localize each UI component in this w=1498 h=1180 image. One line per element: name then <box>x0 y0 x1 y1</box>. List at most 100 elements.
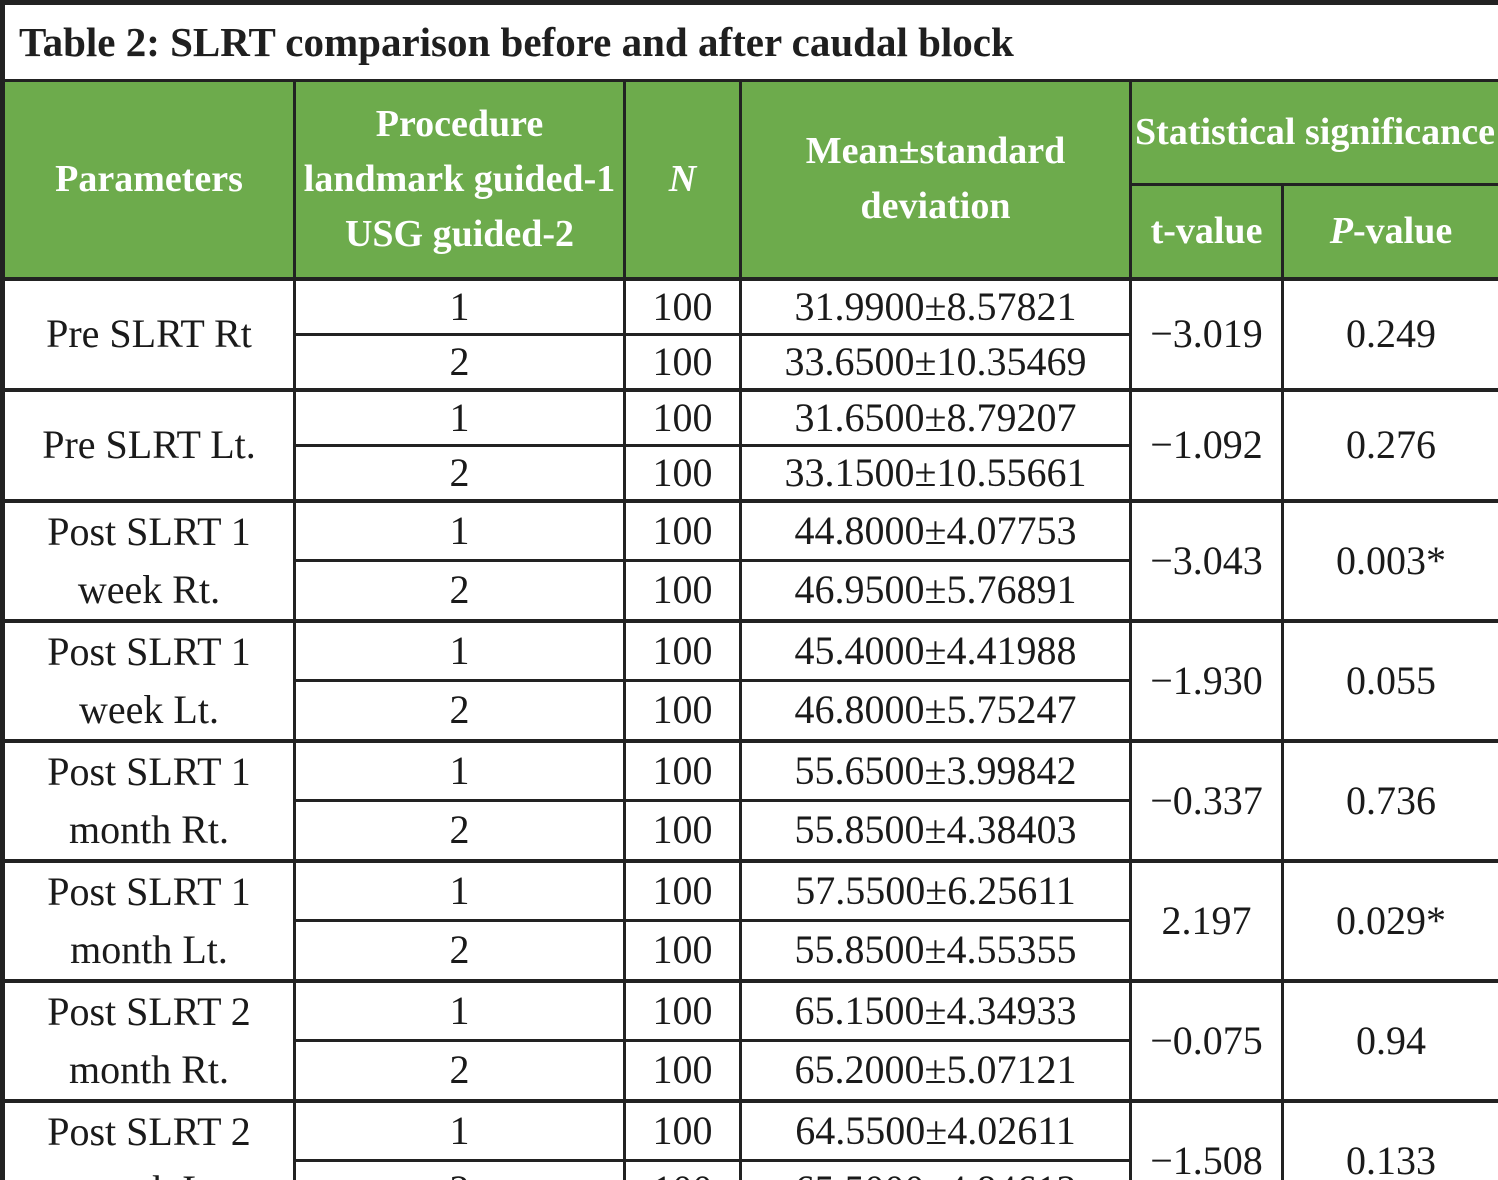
table-title: Table 2: SLRT comparison before and afte… <box>1 1 1498 82</box>
mean-sd-cell: 65.5000±4.84612 <box>739 1159 1132 1180</box>
mean-sd-cell: 31.9900±8.57821 <box>739 276 1132 336</box>
p-value-cell: 0.003* <box>1281 498 1498 622</box>
param-group-subrow: 2 100 46.8000±5.75247 <box>3 679 1498 742</box>
procedure-cell: 2 <box>293 1159 626 1180</box>
parameter-cell: Pre SLRT Rt <box>1 276 296 391</box>
table-body: Pre SLRT Rt 1 100 31.9900±8.57821 −3.019 0.24… <box>1 276 1498 1180</box>
n-cell: 100 <box>623 498 742 562</box>
parameter-cell: Post SLRT 1 week Lt. <box>1 618 296 742</box>
n-cell: 100 <box>623 919 742 982</box>
n-cell: 100 <box>623 858 742 922</box>
col-header-parameters: Parameters <box>1 79 296 280</box>
param-group-subrow: 2 100 65.2000±5.07121 <box>3 1039 1498 1102</box>
col-header-n: N <box>623 79 742 280</box>
p-value-cell: 0.133 <box>1281 1098 1498 1180</box>
param-group-row: Pre SLRT Rt 1 100 31.9900±8.57821 −3.019 0.24… <box>1 276 1498 391</box>
procedure-cell: 2 <box>293 1039 626 1102</box>
param-group-row: Post SLRT 2 month Rt. 1 100 65.1500±4.34933… <box>1 978 1498 1102</box>
col-header-procedure: Procedure landmark guided-1 USG guided-2 <box>293 79 626 280</box>
param-group-subrow: 2 100 55.8500±4.38403 <box>3 799 1498 862</box>
param-group-subrow: 2 100 55.8500±4.55355 <box>3 919 1498 982</box>
procedure-cell: 1 <box>293 498 626 562</box>
mean-sd-cell: 57.5500±6.25611 <box>739 858 1132 922</box>
n-label: N <box>668 157 697 200</box>
procedure-cell: 1 <box>293 1098 626 1163</box>
col-header-mean-sd: Mean±standard deviation <box>739 79 1132 280</box>
t-value-cell: −1.930 <box>1129 618 1284 742</box>
procedure-cell: 1 <box>293 738 626 802</box>
procedure-cell: 2 <box>293 443 626 502</box>
t-value-cell: −0.337 <box>1129 738 1284 862</box>
parameter-cell: Post SLRT 1 month Rt. <box>1 738 296 862</box>
procedure-cell: 2 <box>293 559 626 622</box>
header-row-2: t-value P-value <box>3 183 1498 280</box>
param-group-subrow: 2 100 33.6500±10.35469 <box>3 332 1498 391</box>
col-header-t-value: t-value <box>1129 183 1284 280</box>
header-row-1: Parameters Procedure landmark guided-1 U… <box>1 79 1498 280</box>
p-value-cell: 0.94 <box>1281 978 1498 1102</box>
procedure-cell: 2 <box>293 919 626 982</box>
col-header-p-value: P-value <box>1281 183 1498 280</box>
t-value-cell: −1.508 <box>1129 1098 1284 1180</box>
mean-sd-cell: 46.9500±5.76891 <box>739 559 1132 622</box>
n-cell: 100 <box>623 978 742 1042</box>
n-cell: 100 <box>623 332 742 391</box>
mean-sd-cell: 55.8500±4.55355 <box>739 919 1132 982</box>
t-value-cell: −3.019 <box>1129 276 1284 391</box>
mean-sd-cell: 33.1500±10.55661 <box>739 443 1132 502</box>
p-value-cell: 0.276 <box>1281 387 1498 502</box>
p-value-cell: 0.736 <box>1281 738 1498 862</box>
mean-sd-cell: 65.1500±4.34933 <box>739 978 1132 1042</box>
parameter-cell: Post SLRT 1 week Rt. <box>1 498 296 622</box>
mean-sd-cell: 55.8500±4.38403 <box>739 799 1132 862</box>
procedure-cell: 2 <box>293 332 626 391</box>
col-header-statistical-significance: Statistical significance <box>1129 79 1498 186</box>
t-value-cell: 2.197 <box>1129 858 1284 982</box>
n-cell: 100 <box>623 559 742 622</box>
param-group-row: Post SLRT 1 month Lt. 1 100 57.5500±6.25611… <box>1 858 1498 982</box>
t-value-cell: −3.043 <box>1129 498 1284 622</box>
procedure-cell: 2 <box>293 799 626 862</box>
param-group-subrow: 2 100 33.1500±10.55661 <box>3 443 1498 502</box>
param-group-row: Post SLRT 2 month Lt.110064.5500±4.02611… <box>1 1098 1498 1180</box>
p-value-italic: P <box>1329 209 1353 252</box>
n-cell: 100 <box>623 1159 742 1180</box>
mean-sd-cell: 65.2000±5.07121 <box>739 1039 1132 1102</box>
n-cell: 100 <box>623 679 742 742</box>
n-cell: 100 <box>623 738 742 802</box>
p-value-cell: 0.249 <box>1281 276 1498 391</box>
procedure-cell: 1 <box>293 618 626 682</box>
parameter-cell: Post SLRT 2 month Lt. <box>1 1098 296 1180</box>
mean-sd-cell: 33.6500±10.35469 <box>739 332 1132 391</box>
n-cell: 100 <box>623 443 742 502</box>
param-group-row: Post SLRT 1 week Lt. 1 100 45.4000±4.41988−… <box>1 618 1498 742</box>
mean-sd-cell: 46.8000±5.75247 <box>739 679 1132 742</box>
t-value-cell: −0.075 <box>1129 978 1284 1102</box>
procedure-cell: 1 <box>293 387 626 447</box>
n-cell: 100 <box>623 387 742 447</box>
p-value-cell: 0.055 <box>1281 618 1498 742</box>
param-group-row: Post SLRT 1 week Rt. 1 100 44.8000±4.07753−… <box>1 498 1498 622</box>
procedure-cell: 2 <box>293 679 626 742</box>
n-cell: 100 <box>623 1039 742 1102</box>
param-group-row: Post SLRT 1 month Rt. 1 100 55.6500±3.99842… <box>1 738 1498 862</box>
mean-sd-cell: 31.6500±8.79207 <box>739 387 1132 447</box>
p-value-rest: -value <box>1353 209 1453 252</box>
parameter-cell: Post SLRT 2 month Rt. <box>1 978 296 1102</box>
procedure-cell: 1 <box>293 858 626 922</box>
parameter-cell: Pre SLRT Lt. <box>1 387 296 502</box>
table-title-row: Table 2: SLRT comparison before and afte… <box>1 1 1498 82</box>
mean-sd-cell: 44.8000±4.07753 <box>739 498 1132 562</box>
param-group-subrow: 2 100 46.9500±5.76891 <box>3 559 1498 622</box>
procedure-cell: 1 <box>293 978 626 1042</box>
mean-sd-cell: 64.5500±4.02611 <box>739 1098 1132 1163</box>
mean-sd-cell: 55.6500±3.99842 <box>739 738 1132 802</box>
procedure-cell: 1 <box>293 276 626 336</box>
mean-sd-cell: 45.4000±4.41988 <box>739 618 1132 682</box>
p-value-cell: 0.029* <box>1281 858 1498 982</box>
n-cell: 100 <box>623 276 742 336</box>
t-value-cell: −1.092 <box>1129 387 1284 502</box>
n-cell: 100 <box>623 618 742 682</box>
